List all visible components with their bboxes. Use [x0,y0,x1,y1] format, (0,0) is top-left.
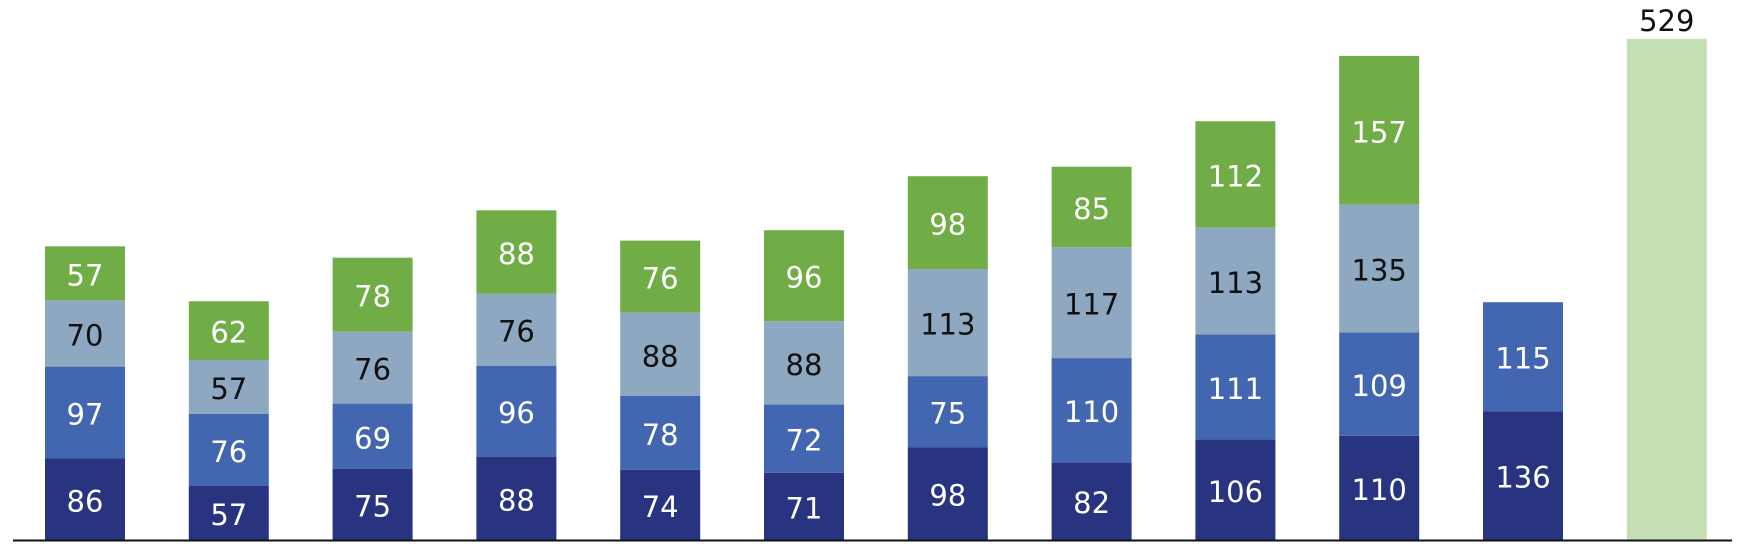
bar-segment [1483,302,1563,412]
value-label: 70 [67,318,104,352]
bar-segment [1339,55,1420,205]
bar-segment [1195,439,1276,540]
bar-segment [764,230,844,322]
bar-segment [1483,411,1563,540]
value-label: 88 [498,483,535,517]
value-label: 69 [354,421,391,455]
value-label: 98 [929,208,966,242]
bar-segment [1339,332,1420,436]
value-label: 57 [67,258,104,292]
value-label: 97 [67,398,104,432]
bar-segment [1195,121,1276,228]
bar-segment [1051,462,1132,540]
value-label: 113 [920,308,975,342]
bar-segment [1339,204,1420,333]
bar-segment [620,312,701,396]
bar-segment [476,210,557,294]
bar-segment [188,414,269,486]
value-label: 75 [354,489,391,523]
bar-segment [1195,227,1276,335]
value-label: 85 [1073,192,1110,226]
value-label: 74 [642,490,679,524]
bar-segment [1195,334,1276,440]
bar-segment [188,360,269,414]
bar-segment [188,301,269,360]
value-label: 88 [642,339,679,373]
value-label: 135 [1352,254,1407,288]
value-label: 76 [354,353,391,387]
value-label: 78 [354,280,391,314]
bar-segment [907,176,988,270]
value-label: 110 [1352,473,1407,507]
bar-segment [45,458,125,540]
bar-segment [332,331,413,404]
bar-segment [907,447,988,540]
value-label: 109 [1352,369,1407,403]
bar-segment [764,472,844,540]
value-label: 96 [786,261,823,295]
value-label: 88 [786,348,823,382]
value-label: 113 [1208,266,1263,300]
bar-segment [1051,166,1132,248]
bar-segment [1051,247,1132,359]
value-label: 106 [1208,475,1263,509]
bar-segment [620,469,701,540]
bar-segment [188,486,269,540]
bar-segment [45,246,125,301]
value-label: 78 [642,418,679,452]
bar-segment [476,456,557,540]
value-label: 111 [1208,372,1263,406]
value-label: 110 [1064,395,1119,429]
value-label: 62 [210,316,247,350]
value-label: 86 [67,484,104,518]
value-label: 88 [498,237,535,271]
bar-segment [332,403,413,469]
value-label: 82 [1073,486,1110,520]
bar-segment [1339,435,1420,540]
bar-segment [907,376,988,448]
value-label: 96 [498,396,535,430]
value-label: 76 [498,315,535,349]
value-label: 72 [786,424,823,458]
bar-segment [476,365,557,457]
value-label: 112 [1208,159,1263,193]
bar-segment [620,240,701,313]
value-label: 529 [1639,4,1694,38]
value-label: 57 [210,372,247,406]
bar-segment [476,293,557,366]
bar-segment [332,468,413,540]
bar-segment [907,269,988,377]
value-label: 76 [642,262,679,296]
bar-segment [764,321,844,405]
bar-segment [1626,38,1707,541]
bar-segment [332,257,413,332]
value-label: 75 [929,397,966,431]
bar-segment [1051,358,1132,463]
value-label: 117 [1064,288,1119,322]
value-label: 98 [929,479,966,513]
bar-segment [620,396,701,470]
value-label: 71 [786,491,823,525]
value-label: 115 [1495,342,1550,376]
value-label: 157 [1352,115,1407,149]
bar-segment [764,404,844,473]
bar-segment [45,300,125,367]
value-label: 57 [210,498,247,532]
value-label: 76 [210,435,247,469]
bar-segment [45,366,125,459]
value-label: 136 [1495,461,1550,495]
